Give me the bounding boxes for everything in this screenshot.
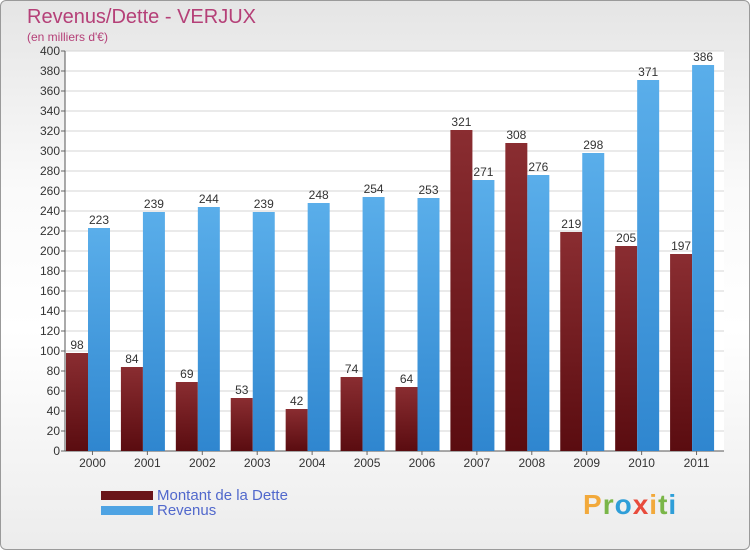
logo-letter: x <box>632 489 650 520</box>
bar-revenus <box>252 212 275 451</box>
bar-dette <box>230 398 253 451</box>
bar-revenus <box>417 198 440 451</box>
data-label-revenus: 386 <box>693 50 713 64</box>
data-label-dette: 98 <box>70 338 84 352</box>
data-label-dette: 308 <box>506 128 526 142</box>
x-tick-label: 2009 <box>573 456 600 470</box>
legend-swatch-dette <box>101 490 153 500</box>
y-tick-label: 160 <box>40 284 60 298</box>
bar-dette <box>505 143 528 451</box>
y-tick-label: 240 <box>40 204 60 218</box>
bar-dette <box>175 382 198 451</box>
x-tick-label: 2000 <box>79 456 106 470</box>
data-label-dette: 205 <box>616 231 636 245</box>
data-label-dette: 197 <box>671 239 691 253</box>
y-tick-label: 40 <box>47 404 61 418</box>
y-tick-label: 360 <box>40 84 60 98</box>
bar-dette <box>560 232 583 451</box>
data-label-dette: 69 <box>180 367 194 381</box>
data-label-dette: 53 <box>235 383 249 397</box>
data-label-revenus: 239 <box>144 197 164 211</box>
y-tick-label: 380 <box>40 64 60 78</box>
data-label-dette: 321 <box>451 115 471 129</box>
chart-subtitle: (en milliers d'€) <box>27 30 108 44</box>
chart-title: Revenus/Dette - VERJUX <box>27 6 256 28</box>
x-tick-label: 2006 <box>409 456 436 470</box>
y-tick-label: 100 <box>40 344 60 358</box>
data-label-dette: 42 <box>290 394 304 408</box>
y-tick-label: 200 <box>40 244 60 258</box>
x-tick-label: 2007 <box>464 456 491 470</box>
legend-swatch-revenus <box>101 505 153 515</box>
y-tick-label: 340 <box>40 104 60 118</box>
logo-letter: t <box>658 489 669 520</box>
y-tick-label: 80 <box>47 364 61 378</box>
bar-dette <box>66 353 88 451</box>
x-tick-label: 2010 <box>628 456 655 470</box>
y-tick-label: 220 <box>40 224 60 238</box>
logo-letter: o <box>614 489 633 520</box>
bar-revenus <box>582 153 605 451</box>
x-tick-label: 2003 <box>244 456 271 470</box>
y-tick-label: 400 <box>40 44 60 58</box>
bar-dette <box>120 367 143 451</box>
bar-chart: 0 20 40 60 80 100 120 140 160 180 200 220 240 260 280 3… <box>40 44 724 470</box>
data-label-dette: 64 <box>400 372 414 386</box>
bar-revenus <box>142 212 165 451</box>
data-label-dette: 219 <box>561 217 581 231</box>
bar-revenus <box>88 228 110 451</box>
bar-dette <box>670 254 693 451</box>
bar-revenus <box>197 207 220 451</box>
data-label-revenus: 239 <box>254 197 274 211</box>
data-label-revenus: 223 <box>89 213 109 227</box>
legend-item-dette: Montant de la Dette <box>101 486 288 504</box>
legend-label-dette: Montant de la Dette <box>157 486 288 504</box>
bar-dette <box>285 409 308 451</box>
bar-revenus <box>307 203 330 451</box>
bar-revenus <box>637 80 660 451</box>
logo-letter: P <box>583 489 603 520</box>
x-tick-label: 2005 <box>354 456 381 470</box>
y-tick-label: 260 <box>40 184 60 198</box>
bar-dette <box>340 377 363 451</box>
logo-letter: i <box>649 489 659 520</box>
data-label-dette: 84 <box>125 352 139 366</box>
bar-revenus <box>362 197 385 451</box>
y-tick-label: 20 <box>47 424 61 438</box>
data-label-revenus: 248 <box>309 188 329 202</box>
y-tick-label: 180 <box>40 264 60 278</box>
logo-letter: r <box>602 489 615 520</box>
data-label-revenus: 254 <box>364 182 384 196</box>
bar-dette <box>450 130 473 451</box>
data-label-revenus: 253 <box>418 183 438 197</box>
y-tick-label: 0 <box>53 444 60 458</box>
bar-dette <box>395 387 418 451</box>
x-tick-label: 2001 <box>134 456 161 470</box>
x-tick-label: 2002 <box>189 456 216 470</box>
bar-revenus <box>472 180 495 451</box>
proxiti-logo: Proxiti <box>583 489 677 521</box>
bar-dette <box>615 246 638 451</box>
data-label-revenus: 271 <box>473 165 493 179</box>
data-label-revenus: 244 <box>199 192 219 206</box>
x-tick-label: 2004 <box>299 456 326 470</box>
y-tick-label: 140 <box>40 304 60 318</box>
legend-item-revenus: Revenus <box>101 501 217 519</box>
y-tick-label: 280 <box>40 164 60 178</box>
y-tick-label: 120 <box>40 324 60 338</box>
bar-revenus <box>692 65 715 451</box>
y-tick-label: 320 <box>40 124 60 138</box>
x-tick-label: 2011 <box>684 456 710 470</box>
y-tick-label: 300 <box>40 144 60 158</box>
legend-label-revenus: Revenus <box>157 501 217 519</box>
data-label-revenus: 276 <box>528 160 548 174</box>
data-label-dette: 74 <box>345 362 359 376</box>
logo-letter: i <box>668 489 678 520</box>
y-tick-label: 60 <box>47 384 61 398</box>
x-tick-label: 2008 <box>518 456 545 470</box>
data-label-revenus: 298 <box>583 138 603 152</box>
bar-revenus <box>527 175 550 451</box>
data-label-revenus: 371 <box>638 65 658 79</box>
